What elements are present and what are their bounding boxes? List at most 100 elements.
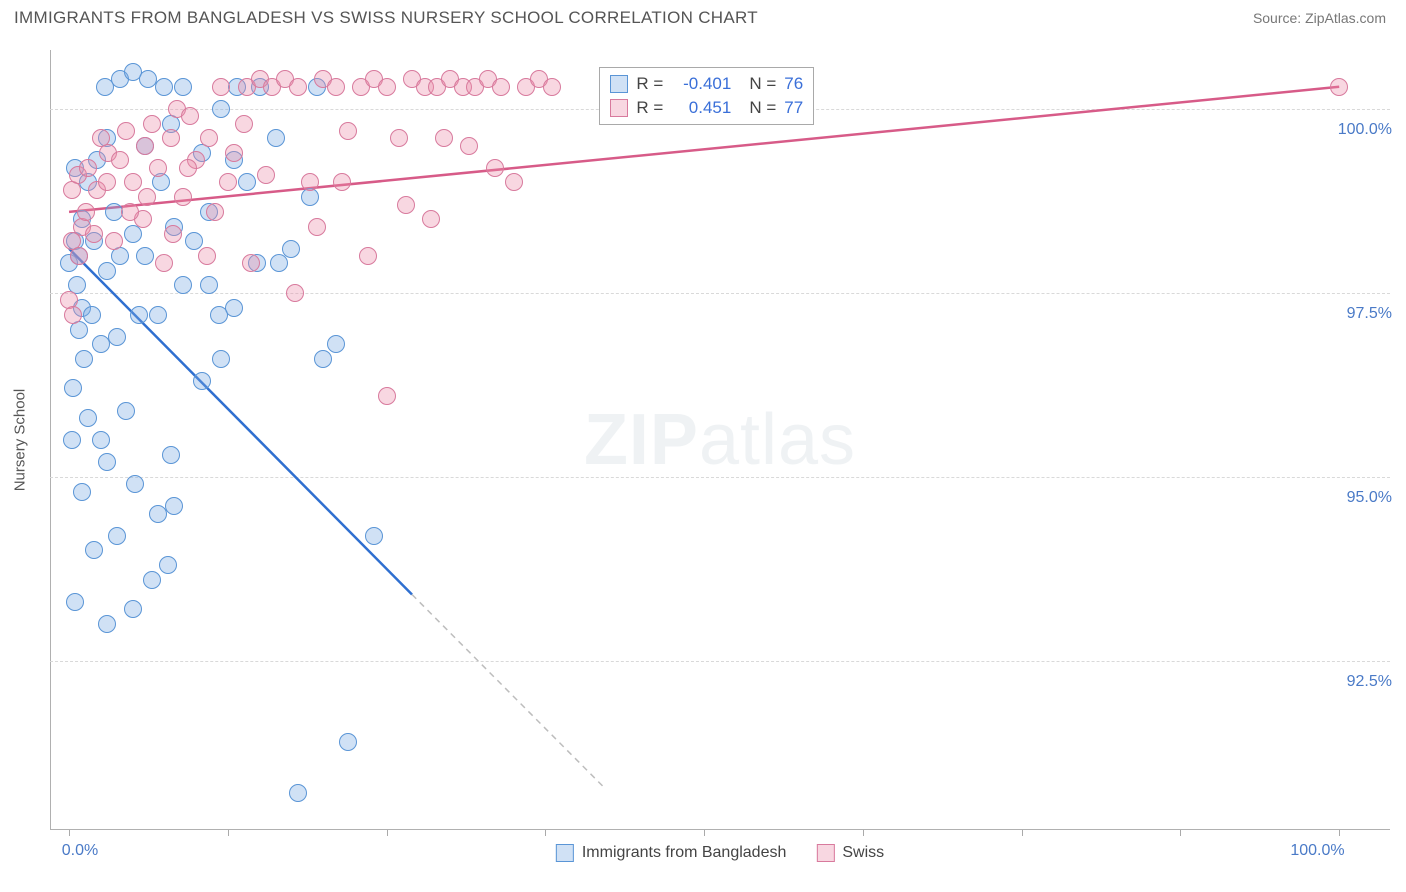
data-point-bangladesh (282, 240, 300, 258)
data-point-swiss (505, 173, 523, 191)
n-label: N = (749, 74, 776, 94)
data-point-swiss (543, 78, 561, 96)
chart-area: ZIPatlas 92.5%95.0%97.5%100.0%0.0%100.0%… (50, 50, 1390, 830)
n-value: 77 (784, 98, 803, 118)
data-point-swiss (164, 225, 182, 243)
n-value: 76 (784, 74, 803, 94)
data-point-bangladesh (149, 306, 167, 324)
data-point-swiss (486, 159, 504, 177)
data-point-swiss (174, 188, 192, 206)
data-point-bangladesh (159, 556, 177, 574)
data-point-swiss (181, 107, 199, 125)
data-point-bangladesh (200, 276, 218, 294)
data-point-bangladesh (105, 203, 123, 221)
legend-swatch-bangladesh (556, 844, 574, 862)
data-point-swiss (289, 78, 307, 96)
data-point-swiss (70, 247, 88, 265)
data-point-bangladesh (92, 335, 110, 353)
data-point-swiss (235, 115, 253, 133)
n-label: N = (749, 98, 776, 118)
data-point-bangladesh (267, 129, 285, 147)
data-point-bangladesh (143, 571, 161, 589)
data-point-swiss (92, 129, 110, 147)
y-axis-label: Nursery School (12, 389, 29, 492)
data-point-swiss (333, 173, 351, 191)
legend-item-swiss: Swiss (816, 844, 884, 862)
data-point-bangladesh (185, 232, 203, 250)
data-point-bangladesh (124, 600, 142, 618)
legend-swatch-swiss (816, 844, 834, 862)
x-tick (69, 830, 70, 836)
data-point-bangladesh (79, 409, 97, 427)
x-tick-label: 0.0% (62, 842, 98, 860)
data-point-swiss (79, 159, 97, 177)
data-point-bangladesh (126, 475, 144, 493)
data-point-bangladesh (314, 350, 332, 368)
data-point-swiss (422, 210, 440, 228)
data-point-bangladesh (75, 350, 93, 368)
chart-title: IMMIGRANTS FROM BANGLADESH VS SWISS NURS… (14, 8, 758, 28)
data-point-swiss (77, 203, 95, 221)
data-point-swiss (198, 247, 216, 265)
data-point-swiss (257, 166, 275, 184)
r-value: -0.401 (671, 74, 731, 94)
data-point-swiss (435, 129, 453, 147)
data-point-swiss (121, 203, 139, 221)
data-point-bangladesh (98, 615, 116, 633)
data-point-bangladesh (92, 431, 110, 449)
scatter-plot: ZIPatlas 92.5%95.0%97.5%100.0%0.0%100.0%… (50, 50, 1390, 830)
data-point-swiss (85, 225, 103, 243)
data-point-bangladesh (155, 78, 173, 96)
data-point-swiss (242, 254, 260, 272)
data-point-bangladesh (289, 784, 307, 802)
data-point-bangladesh (98, 453, 116, 471)
stats-row-bangladesh: R = -0.401 N = 76 (610, 72, 803, 96)
swatch-bangladesh (610, 75, 628, 93)
data-point-swiss (397, 196, 415, 214)
r-value: 0.451 (671, 98, 731, 118)
data-point-swiss (136, 137, 154, 155)
data-point-swiss (378, 387, 396, 405)
x-tick (1339, 830, 1340, 836)
data-point-bangladesh (98, 262, 116, 280)
data-point-bangladesh (73, 483, 91, 501)
data-point-bangladesh (83, 306, 101, 324)
data-point-bangladesh (66, 593, 84, 611)
data-point-swiss (212, 78, 230, 96)
data-point-swiss (64, 306, 82, 324)
data-point-bangladesh (339, 733, 357, 751)
data-point-swiss (155, 254, 173, 272)
data-point-bangladesh (108, 527, 126, 545)
swatch-swiss (610, 99, 628, 117)
data-point-swiss (143, 115, 161, 133)
data-point-bangladesh (64, 379, 82, 397)
x-tick (387, 830, 388, 836)
bottom-legend: Immigrants from Bangladesh Swiss (556, 844, 884, 862)
data-point-swiss (460, 137, 478, 155)
data-point-swiss (124, 173, 142, 191)
data-point-bangladesh (85, 541, 103, 559)
regression-lines (50, 50, 1390, 830)
data-point-swiss (390, 129, 408, 147)
data-point-bangladesh (174, 276, 192, 294)
data-point-swiss (162, 129, 180, 147)
stats-legend: R = -0.401 N = 76 R = 0.451 N = 77 (599, 67, 814, 125)
r-label: R = (636, 98, 663, 118)
data-point-bangladesh (210, 306, 228, 324)
data-point-swiss (98, 173, 116, 191)
data-point-bangladesh (365, 527, 383, 545)
data-point-swiss (117, 122, 135, 140)
source-attribution: Source: ZipAtlas.com (1253, 10, 1386, 26)
data-point-swiss (339, 122, 357, 140)
data-point-bangladesh (238, 173, 256, 191)
legend-item-bangladesh: Immigrants from Bangladesh (556, 844, 787, 862)
r-label: R = (636, 74, 663, 94)
data-point-swiss (327, 78, 345, 96)
data-point-swiss (359, 247, 377, 265)
data-point-swiss (301, 173, 319, 191)
data-point-swiss (219, 173, 237, 191)
data-point-bangladesh (174, 78, 192, 96)
data-point-bangladesh (117, 402, 135, 420)
data-point-swiss (225, 144, 243, 162)
legend-label: Swiss (842, 844, 884, 862)
